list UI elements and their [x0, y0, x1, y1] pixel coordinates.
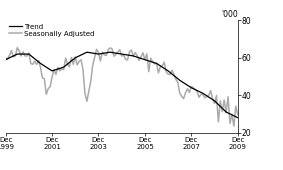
Legend: Trend, Seasonally Adjusted: Trend, Seasonally Adjusted — [9, 24, 95, 37]
Text: '000: '000 — [221, 10, 238, 19]
